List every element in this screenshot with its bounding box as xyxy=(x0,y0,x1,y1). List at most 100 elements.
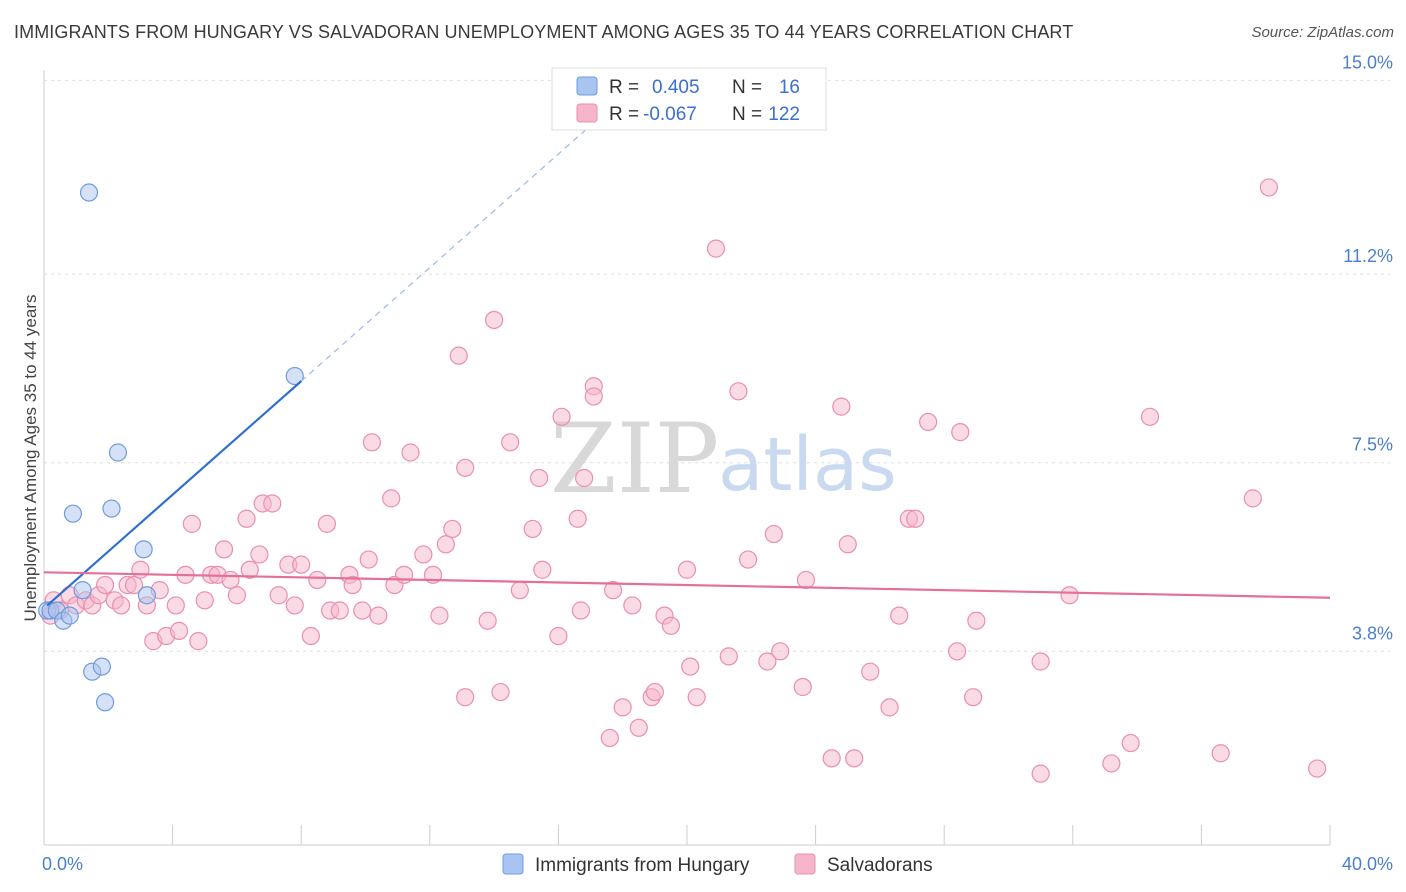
salvadoran-point-67 xyxy=(530,468,549,488)
salvadoran-point-36 xyxy=(285,596,304,615)
x-tick-label-0: 0.0% xyxy=(42,854,83,874)
hungary-point-13 xyxy=(134,540,153,559)
salvadoran-point-70 xyxy=(552,407,571,426)
salvadoran-point-49 xyxy=(382,489,401,508)
salvadoran-point-68 xyxy=(533,560,552,579)
salvadoran-point-116 xyxy=(1140,407,1160,426)
salvadoran-point-92 xyxy=(758,652,777,671)
source-label: Source: ZipAtlas.com xyxy=(1251,24,1394,41)
salvadoran-point-10 xyxy=(112,596,131,615)
salvadoran-point-87 xyxy=(687,688,706,707)
hungary-point-10 xyxy=(95,693,115,712)
salvadoran-point-85 xyxy=(677,560,697,579)
salvadoran-point-37 xyxy=(292,555,311,574)
salvadoran-point-39 xyxy=(308,570,327,590)
salvadoran-point-8 xyxy=(95,575,115,595)
salvadoran-point-107 xyxy=(947,642,967,661)
salvadoran-point-75 xyxy=(584,387,603,406)
salvadoran-point-66 xyxy=(523,519,542,539)
salvadoran-point-28 xyxy=(227,586,246,605)
watermark: ZIP atlas xyxy=(550,403,897,515)
salvadoran-point-18 xyxy=(166,596,185,615)
salvadoran-point-26 xyxy=(214,540,234,559)
salvadoran-point-48 xyxy=(369,606,388,625)
salvadoran-point-115 xyxy=(1121,733,1140,753)
salvadoran-point-80 xyxy=(629,718,648,737)
salvadoran-point-63 xyxy=(491,682,510,702)
salvadoran-point-101 xyxy=(861,662,880,681)
x-axis-tick-labels: 0.0% 40.0% xyxy=(42,854,1393,874)
salvadoran-point-108 xyxy=(951,423,970,442)
legend-r-label-hungary: R = xyxy=(609,77,639,98)
salvadoran-point-57 xyxy=(443,519,462,539)
salvadoran-point-30 xyxy=(240,560,259,579)
salvadoran-point-120 xyxy=(1308,759,1327,778)
y-axis-tick-labels: 3.8% 7.5% 11.2% 15.0% xyxy=(1342,52,1393,643)
salvadoran-point-51 xyxy=(394,565,414,584)
salvadoran-point-117 xyxy=(1211,744,1230,763)
salvadoran-point-59 xyxy=(456,458,475,477)
salvadoran-point-44 xyxy=(343,575,362,595)
hungary-point-12 xyxy=(108,443,128,462)
hungary-point-14 xyxy=(137,586,156,605)
salvadoran-point-82 xyxy=(645,682,664,702)
salvadoran-point-79 xyxy=(623,596,642,615)
salvadoran-point-113 xyxy=(1060,586,1079,605)
y-tick-label-1: 7.5% xyxy=(1352,435,1393,455)
salvadoran-point-91 xyxy=(738,550,758,569)
salvadoran-point-96 xyxy=(796,570,816,590)
hungary-point-11 xyxy=(102,499,121,518)
salvadoran-point-12 xyxy=(124,575,144,595)
salvadoran-trend-line xyxy=(43,571,1331,599)
salvadoran-point-23 xyxy=(195,591,214,610)
legend-n-value-hungary: 16 xyxy=(779,77,800,98)
salvadoran-point-60 xyxy=(456,688,475,707)
legend-n-label-salvadorans: N = xyxy=(732,104,762,125)
hungary-trend-line xyxy=(46,380,302,607)
salvadoran-point-33 xyxy=(263,494,282,513)
salvadoran-point-53 xyxy=(414,545,433,564)
salvadoran-point-76 xyxy=(600,728,619,748)
series-label-salvadorans: Salvadorans xyxy=(827,855,933,876)
salvadoran-point-77 xyxy=(603,581,623,600)
hungary-points xyxy=(38,183,304,712)
salvadoran-point-90 xyxy=(729,382,748,401)
salvadoran-point-71 xyxy=(568,509,587,528)
legend-r-value-salvadorans: -0.067 xyxy=(643,104,697,125)
hungary-trend-extension xyxy=(300,110,608,382)
salvadoran-point-94 xyxy=(771,642,790,661)
salvadoran-point-88 xyxy=(706,239,726,258)
legend-n-value-salvadorans: 122 xyxy=(768,104,800,125)
salvadoran-point-13 xyxy=(131,560,150,579)
legend-box xyxy=(551,67,827,131)
hungary-point-4 xyxy=(60,606,79,625)
salvadoran-point-86 xyxy=(681,657,700,676)
salvadoran-point-45 xyxy=(353,601,372,620)
salvadoran-point-55 xyxy=(430,606,449,625)
salvadoran-point-56 xyxy=(436,535,455,554)
y-tick-label-0: 3.8% xyxy=(1352,623,1393,643)
series-label-hungary: Immigrants from Hungary xyxy=(535,855,750,876)
gridlines xyxy=(44,79,1390,652)
salvadoran-point-42 xyxy=(330,601,349,620)
salvadoran-point-110 xyxy=(967,611,986,630)
salvadoran-point-61 xyxy=(478,611,497,630)
stats-legend: R = 0.405 N = 16 R = -0.067 N = 122 xyxy=(551,67,827,131)
salvadoran-point-58 xyxy=(449,346,468,365)
watermark-zip: ZIP xyxy=(550,403,719,515)
chart-title: IMMIGRANTS FROM HUNGARY VS SALVADORAN UN… xyxy=(14,22,1074,42)
series-swatch-salvadorans xyxy=(794,853,816,875)
salvadoran-point-22 xyxy=(189,632,208,651)
legend-swatch-hungary xyxy=(576,76,598,96)
legend-n-label-hungary: N = xyxy=(732,77,762,98)
salvadoran-point-97 xyxy=(822,749,841,768)
hungary-point-15 xyxy=(285,366,304,386)
legend-r-value-hungary: 0.405 xyxy=(652,77,700,98)
y-tick-label-2: 11.2% xyxy=(1343,246,1393,266)
salvadoran-point-34 xyxy=(269,586,288,605)
legend-r-label-salvadorans: R = xyxy=(609,104,639,125)
salvadoran-point-93 xyxy=(764,524,783,544)
salvadoran-point-62 xyxy=(485,310,504,330)
salvadoran-point-106 xyxy=(919,412,938,432)
y-tick-label-3: 15.0% xyxy=(1342,52,1393,72)
